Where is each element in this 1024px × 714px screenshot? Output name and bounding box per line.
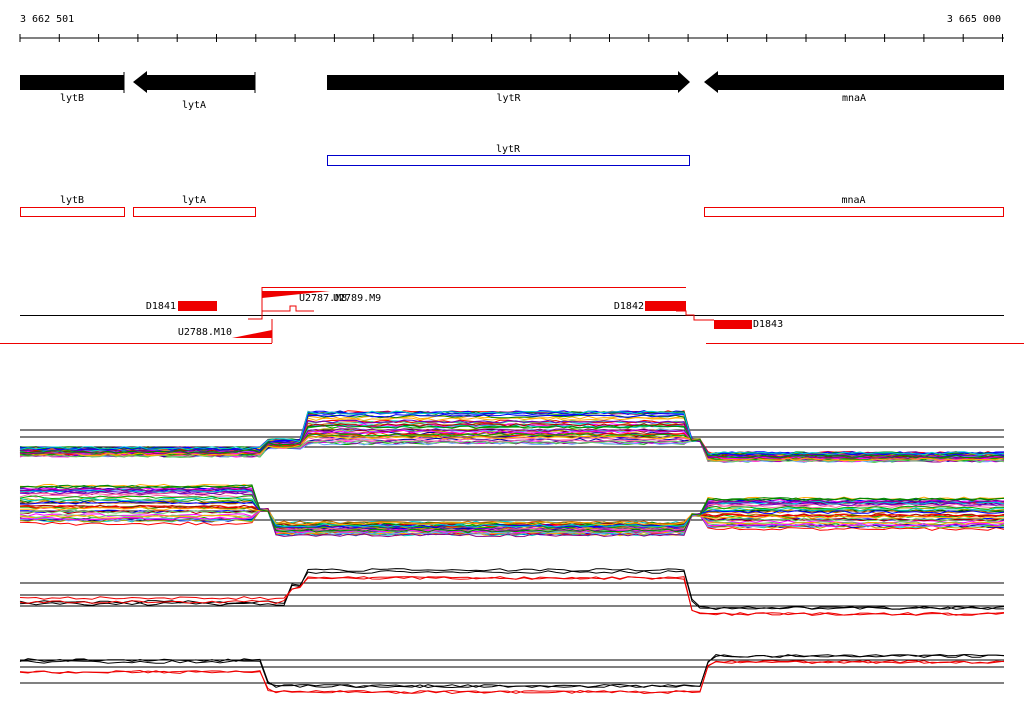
profile-line xyxy=(19,576,1005,616)
profile-line xyxy=(19,435,1005,462)
cds-label: mnaA xyxy=(841,195,865,206)
profile-line xyxy=(19,484,1005,533)
ruler-end: 3 665 000 xyxy=(947,14,1001,25)
profile-line xyxy=(19,415,1005,457)
feature-triangle xyxy=(232,330,272,338)
gene-arrow xyxy=(704,71,1004,93)
feature-box xyxy=(714,320,752,329)
gene-label: lytR xyxy=(496,93,521,104)
cds-box xyxy=(704,207,1004,217)
gene-arrow xyxy=(20,75,124,90)
profile-line xyxy=(19,428,1005,460)
profile-line xyxy=(19,660,1005,695)
gene-label: mnaA xyxy=(842,93,866,104)
ruler-start: 3 662 501 xyxy=(20,14,74,25)
profile-line xyxy=(19,509,1005,536)
profile-line xyxy=(19,660,1005,695)
profile-line xyxy=(19,490,1005,530)
cds-label: lytA xyxy=(182,195,206,206)
feature-label: U2788.M10 xyxy=(178,327,232,338)
gene-label: lytA xyxy=(182,100,206,111)
profile-line xyxy=(19,424,1005,459)
feature-label: D1842 xyxy=(614,301,644,312)
profile-line xyxy=(19,410,1005,456)
transcript-box xyxy=(327,155,690,166)
profile-line xyxy=(19,568,1005,611)
profile-line xyxy=(19,507,1005,531)
profile-line xyxy=(19,487,1005,538)
transcript-label: lytR xyxy=(496,144,521,155)
cds-label: lytB xyxy=(60,195,84,206)
profile-line xyxy=(19,576,1005,616)
cds-box xyxy=(133,207,256,217)
feature-label: U2789.M9 xyxy=(333,293,381,304)
feature-box xyxy=(178,301,217,311)
feature-label: D1843 xyxy=(753,319,783,330)
feature-label: U2787.M8 xyxy=(299,293,347,304)
feature-label: D1841 xyxy=(146,301,176,312)
feature-box xyxy=(645,301,686,311)
feature-triangle xyxy=(262,291,330,298)
feature-step xyxy=(248,305,314,320)
profile-line xyxy=(20,500,1005,528)
gene-arrow xyxy=(327,71,690,93)
profile-line xyxy=(19,506,1005,526)
gene-label: lytB xyxy=(60,93,84,104)
profile-line xyxy=(19,653,1005,689)
gene-arrow xyxy=(133,71,255,93)
cds-box xyxy=(20,207,125,217)
